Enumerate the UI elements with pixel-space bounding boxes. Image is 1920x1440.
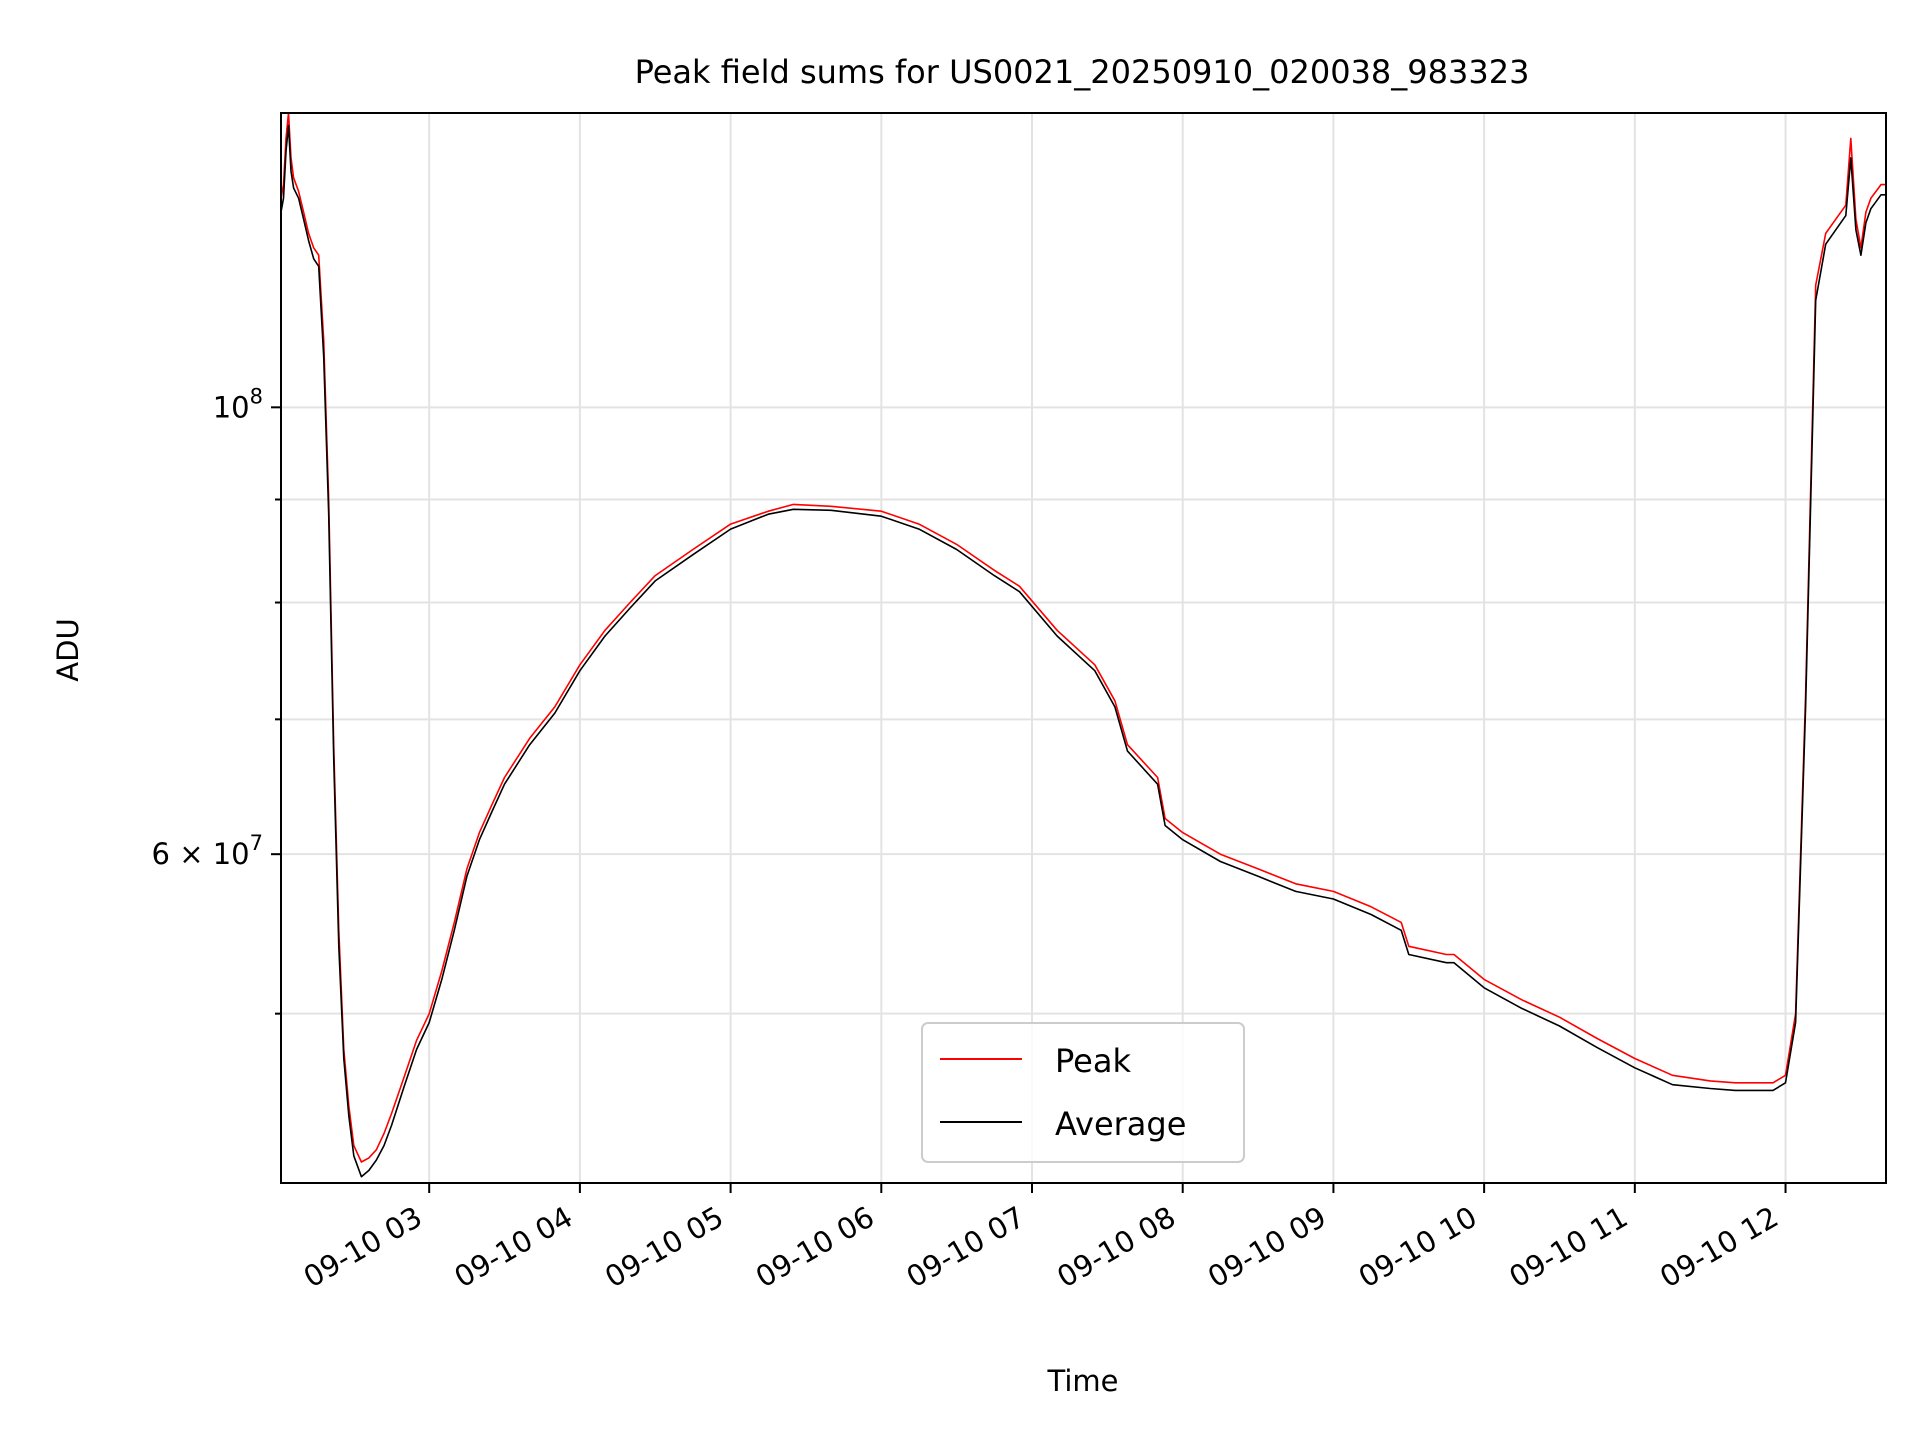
legend: Peak Average — [921, 1022, 1245, 1163]
x-axis-label: Time — [1047, 1364, 1119, 1398]
plot-frame — [280, 112, 1887, 1184]
y-tick-label: 6 × 107 — [152, 831, 263, 871]
y-tick-label-exponent: 8 — [250, 384, 263, 408]
series-line-average — [280, 124, 1886, 1178]
y-tick-label-base: 10 — [213, 837, 250, 871]
legend-average-label: Average — [1055, 1105, 1186, 1143]
plot-area — [280, 112, 1887, 1184]
y-tick-label-exponent: 7 — [250, 831, 263, 855]
legend-peak-label: Peak — [1055, 1042, 1131, 1080]
legend-frame — [921, 1022, 1245, 1163]
grid — [281, 113, 1886, 1183]
chart-title: Peak field sums for US0021_20250910_0200… — [635, 53, 1530, 91]
y-axis-label: ADU — [51, 618, 85, 681]
y-tick-label-base: 10 — [213, 390, 250, 424]
plot-background — [281, 113, 1886, 1183]
y-tick-label: 108 — [213, 384, 263, 424]
series-layer — [280, 112, 1886, 1178]
y-tick-label-mantissa: 6 × — [152, 837, 213, 871]
